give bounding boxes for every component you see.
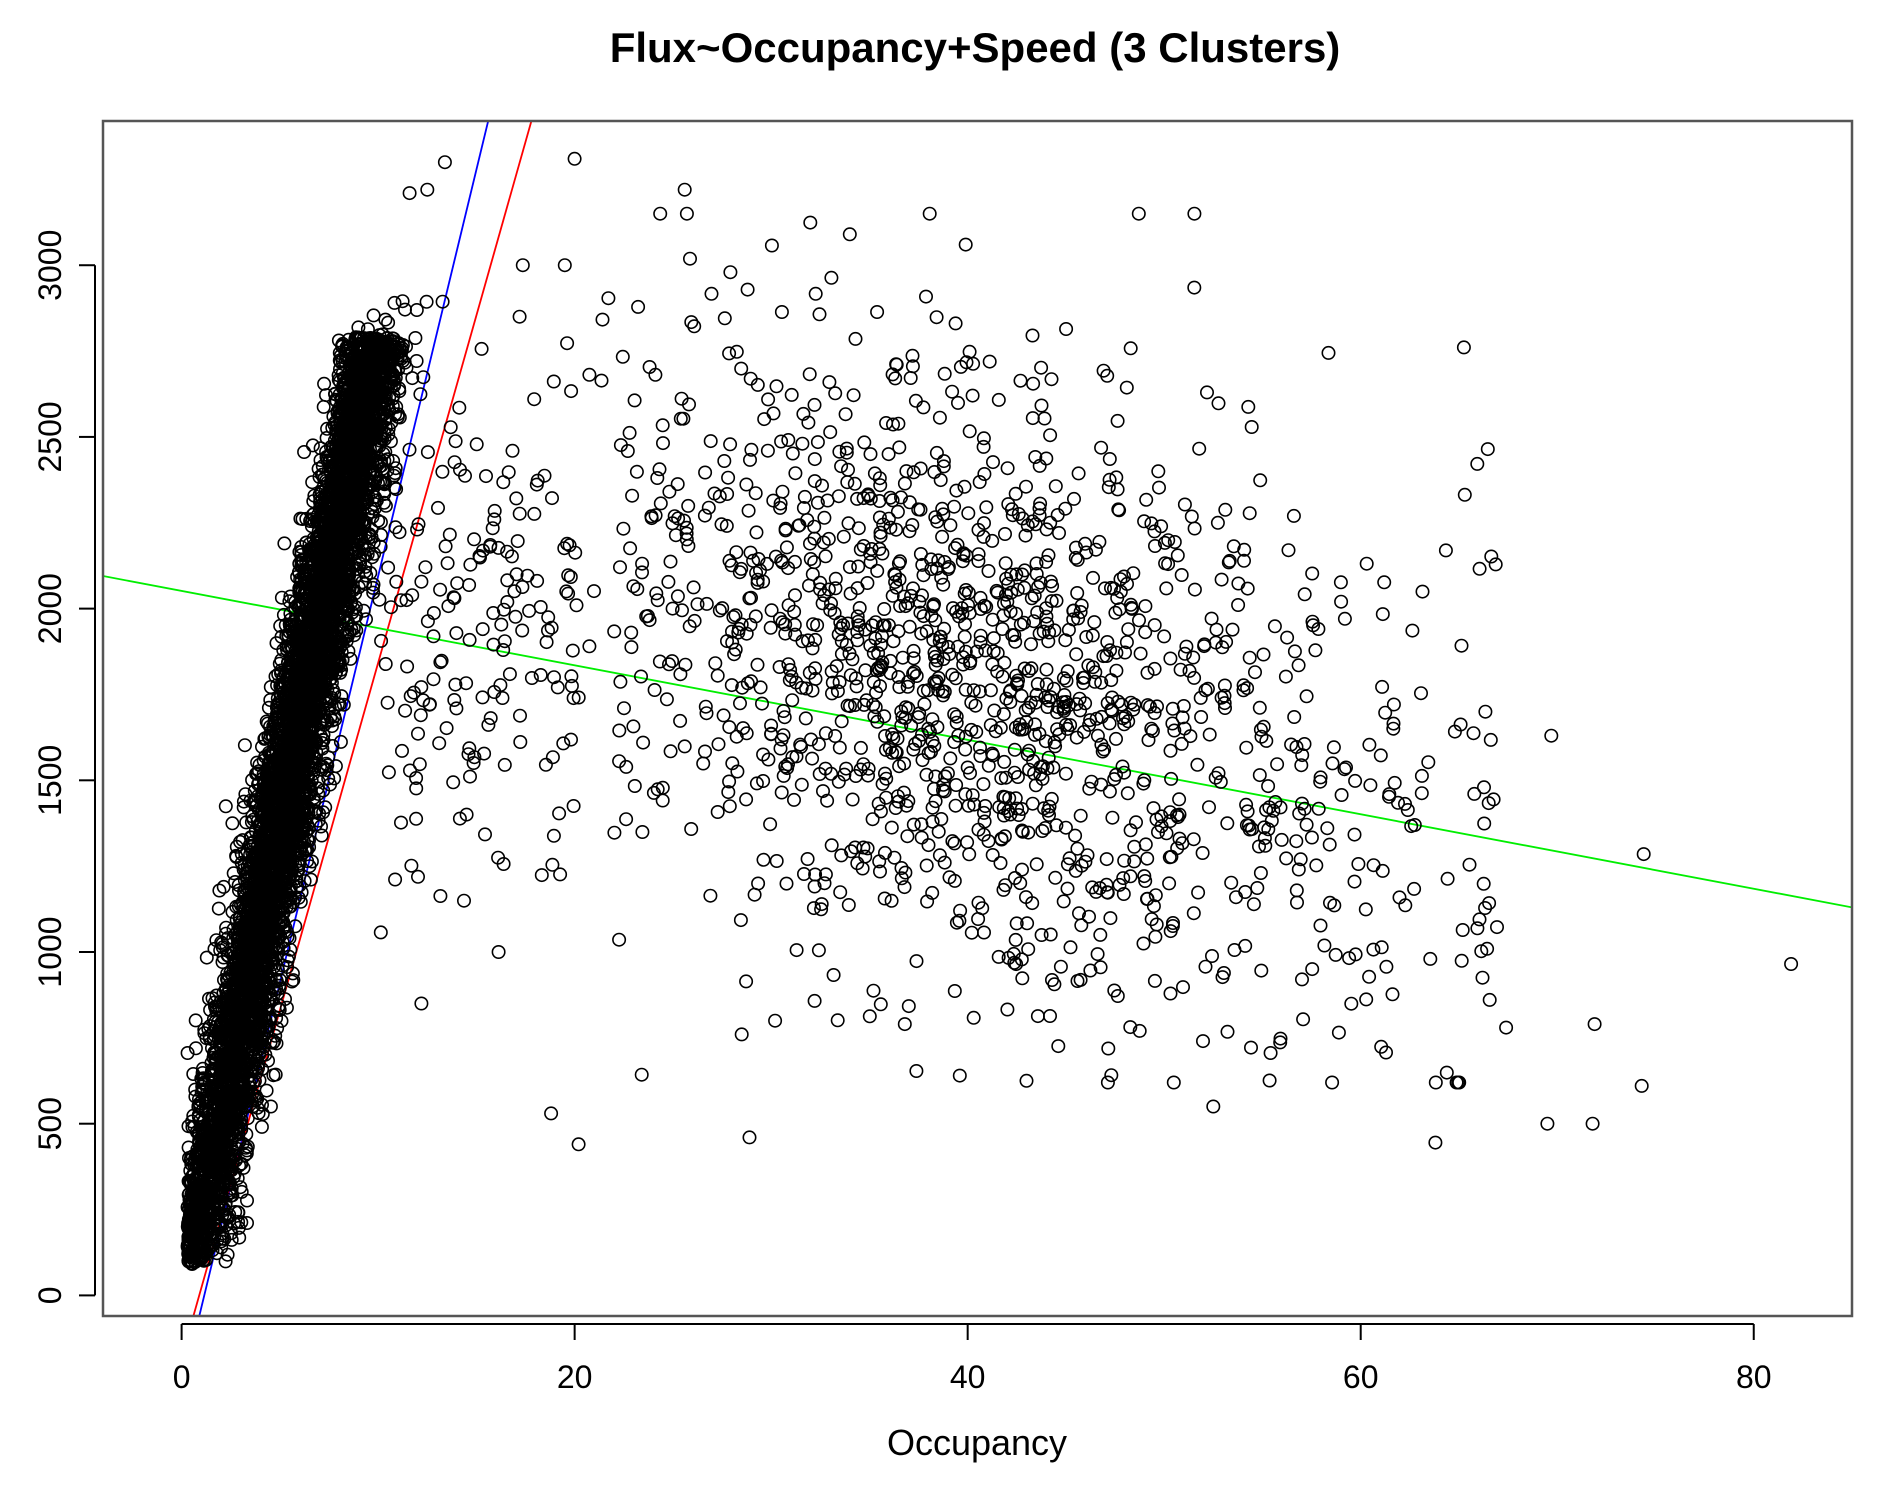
data-point [274,590,289,605]
data-point [237,738,252,753]
data-point [316,399,331,414]
data-point [232,1230,247,1245]
data-point [408,330,423,345]
data-point [254,1119,269,1134]
data-point [270,1021,285,1036]
fit-line-1 [192,121,533,1316]
data-point [180,1046,195,1061]
data-point [272,1002,287,1017]
data-point [297,444,312,459]
data-point [199,950,214,965]
data-point [224,1232,239,1247]
data-point [258,731,273,746]
plot-layer [103,121,1852,1316]
data-point [225,816,240,831]
data-point [272,656,287,671]
data-point [218,799,233,814]
data-point [211,901,226,916]
data-point [277,536,292,551]
data-point [209,988,224,1003]
data-point [203,1002,218,1017]
chart-title: Flux~Occupancy+Speed (3 Clusters) [610,24,1341,71]
data-point [283,942,298,957]
data-point [317,376,332,391]
data-point [336,697,351,712]
data-point [188,1013,203,1028]
data-point [279,1000,294,1015]
